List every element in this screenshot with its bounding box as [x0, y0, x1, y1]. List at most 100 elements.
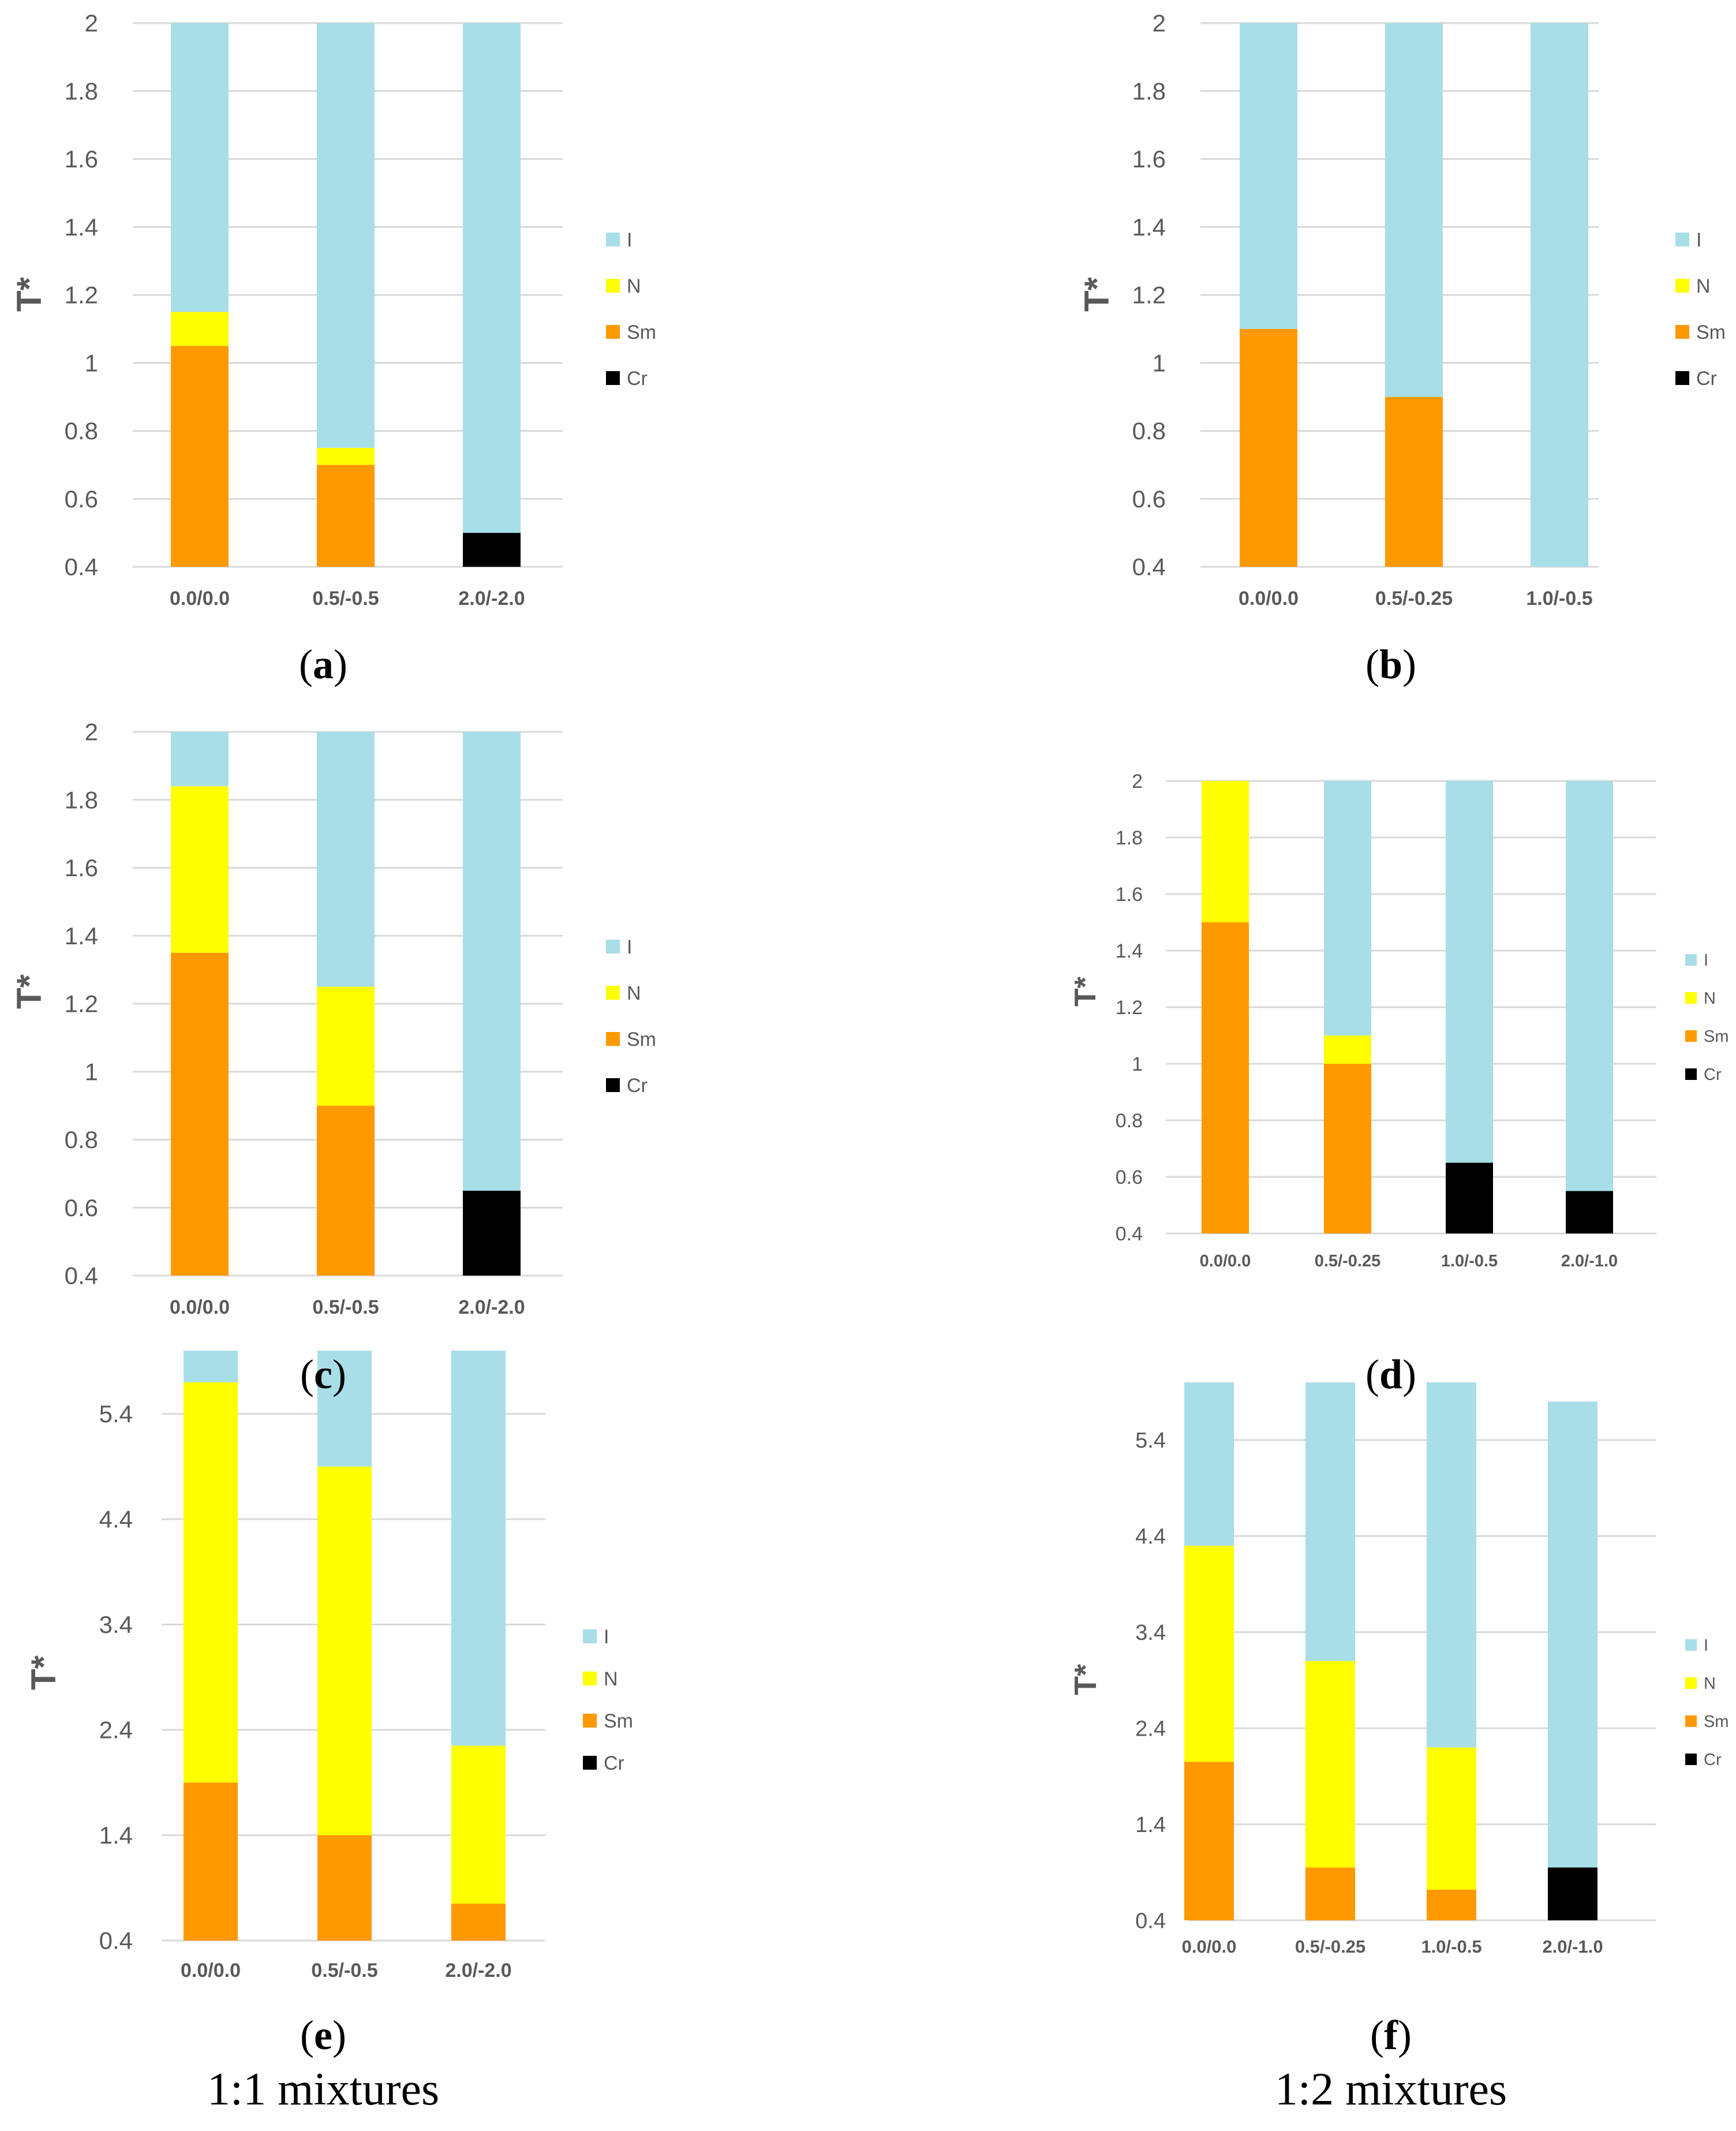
- y-axis-label: T*: [24, 1655, 63, 1690]
- y-axis-label: T*: [10, 974, 48, 1009]
- bar-segment-cr: [463, 1190, 521, 1276]
- x-tick-label: 1.0/-0.5: [1441, 1252, 1498, 1270]
- bar-segment-sm: [171, 346, 229, 567]
- y-tick-label: 0.8: [1116, 1110, 1143, 1132]
- legend-label-n: N: [627, 982, 641, 1004]
- y-tick-label: 0.8: [65, 417, 98, 444]
- y-tick-label: 1.2: [1132, 282, 1166, 309]
- y-tick-label: 2: [85, 719, 98, 746]
- x-tick-label: 0.0/0.0: [1200, 1252, 1251, 1270]
- bar-segment-sm: [1202, 922, 1249, 1233]
- y-tick-label: 1: [85, 349, 98, 376]
- panel-label-f: (f): [1370, 2012, 1412, 2058]
- legend-swatch-cr: [1685, 1068, 1697, 1080]
- y-tick-label: 0.6: [1116, 1167, 1143, 1188]
- bar-segment-i: [1184, 1382, 1234, 1546]
- bar-segment-sm: [317, 1835, 372, 1941]
- legend-swatch-cr: [583, 1756, 597, 1770]
- legend-swatch-sm: [1685, 1715, 1697, 1727]
- legend-swatch-cr: [1685, 1754, 1697, 1765]
- bar-segment-i: [317, 23, 375, 448]
- legend-label-cr: Cr: [604, 1752, 624, 1774]
- bar-segment-i: [317, 1351, 372, 1467]
- legend-label-sm: Sm: [604, 1710, 633, 1732]
- y-tick-label: 1.6: [65, 145, 98, 173]
- legend-swatch-n: [1685, 992, 1697, 1004]
- bar-segment-n: [317, 1466, 372, 1835]
- y-tick-label: 5.4: [1135, 1429, 1166, 1453]
- legend-label-sm: Sm: [627, 1029, 656, 1050]
- legend-label-i: I: [627, 936, 632, 958]
- y-axis-label: T*: [10, 276, 48, 312]
- x-tick-label: 0.5/-0.25: [1315, 1252, 1380, 1270]
- legend-swatch-sm: [1685, 1030, 1697, 1042]
- y-tick-label: 0.6: [65, 1194, 98, 1221]
- chart-panel-a: 0.4 0.6 0.8 1 1.2 1.4 1.6 1.8 2 T* 0.0/0.0 0.5/-0.5…: [10, 10, 656, 610]
- y-tick-label: 1.8: [65, 786, 98, 813]
- legend-swatch-i: [1675, 233, 1689, 246]
- y-tick-label: 1.4: [1132, 214, 1166, 241]
- y-tick-label: 0.4: [1132, 554, 1166, 581]
- x-tick-label: 0.5/-0.5: [312, 588, 379, 610]
- y-axis-label: T*: [1077, 276, 1116, 312]
- bar-segment-i: [1305, 1382, 1355, 1661]
- legend-label-cr: Cr: [1704, 1066, 1722, 1084]
- y-tick-label: 2: [85, 10, 98, 37]
- panel-label-a: (a): [299, 641, 347, 687]
- y-tick-label: 0.4: [1116, 1223, 1143, 1245]
- legend-label-cr: Cr: [1696, 368, 1717, 390]
- legend-label-i: I: [604, 1626, 609, 1648]
- legend-label-i: I: [1704, 951, 1708, 970]
- panel-label-d: (d): [1365, 1351, 1416, 1397]
- chart-panel-f: 0.4 1.4 2.4 3.4 4.4 5.4 T* 0.0/0.0 0.5/-0.25 1.0/…: [1068, 1382, 1729, 1957]
- y-tick-label: 1: [1132, 1053, 1143, 1075]
- x-tick-label: 2.0/-2.0: [458, 588, 525, 610]
- x-tick-label: 0.0/0.0: [1182, 1936, 1237, 1957]
- x-tick-label: 1.0/-0.5: [1421, 1936, 1481, 1957]
- caption-right: 1:2 mixtures: [1274, 2064, 1507, 2115]
- legend-label-sm: Sm: [627, 321, 656, 343]
- y-tick-label: 0.8: [65, 1126, 98, 1153]
- chart-panel-e: 0.4 1.4 2.4 3.4 4.4 5.4 T* 0.0/0.0 0.5/-0.5 2.0/-…: [24, 1351, 633, 1982]
- y-tick-label: 1.2: [65, 990, 98, 1018]
- y-tick-label: 3.4: [1135, 1621, 1166, 1645]
- bar-segment-i: [463, 732, 521, 1191]
- y-tick-label: 1: [85, 1058, 98, 1085]
- bar-segment-n: [171, 312, 229, 346]
- bar-segment-i: [1427, 1382, 1476, 1748]
- y-tick-label: 1.4: [1135, 1813, 1166, 1837]
- legend-label-n: N: [1704, 1674, 1716, 1693]
- x-tick-label: 0.0/0.0: [170, 1296, 230, 1318]
- chart-panel-d: 0.4 0.6 0.8 1 1.2 1.4 1.6 1.8 2 T* 0.0/0.0 0.5/-0.2…: [1069, 771, 1728, 1270]
- legend-swatch-sm: [583, 1714, 597, 1728]
- bar-segment-sm: [1240, 328, 1297, 567]
- bar-segment-n: [184, 1382, 238, 1783]
- x-tick-label: 0.5/-0.5: [312, 1296, 379, 1318]
- y-tick-label: 0.4: [1135, 1909, 1166, 1933]
- bar-segment-sm: [451, 1904, 506, 1941]
- x-tick-label: 2.0/-2.0: [445, 1960, 511, 1982]
- y-tick-label: 1.6: [1132, 145, 1166, 173]
- legend-label-sm: Sm: [1704, 1713, 1729, 1731]
- bar-segment-sm: [184, 1782, 238, 1941]
- panel-label-e: (e): [300, 2012, 346, 2058]
- bar-segment-i: [1240, 23, 1297, 329]
- legend-swatch-i: [606, 233, 620, 246]
- legend-swatch-sm: [606, 1032, 620, 1046]
- y-tick-label: 1.4: [1116, 940, 1143, 962]
- y-tick-label: 1.6: [65, 854, 98, 881]
- y-axis-label: T*: [1068, 1664, 1103, 1695]
- x-tick-label: 1.0/-0.5: [1526, 588, 1592, 610]
- bar-segment-cr: [1548, 1867, 1597, 1920]
- legend-swatch-n: [606, 986, 620, 1000]
- legend-label-n: N: [1696, 275, 1711, 297]
- x-tick-label: 0.5/-0.25: [1375, 588, 1453, 610]
- legend-swatch-sm: [1675, 325, 1689, 339]
- y-tick-label: 0.6: [65, 485, 98, 513]
- y-tick-label: 1.4: [65, 922, 98, 949]
- x-tick-label: 0.5/-0.5: [311, 1960, 377, 1982]
- bar-segment-n: [1305, 1661, 1355, 1868]
- x-tick-label: 2.0/-2.0: [458, 1296, 525, 1318]
- bar-segment-i: [451, 1351, 506, 1746]
- legend-label-n: N: [604, 1668, 618, 1690]
